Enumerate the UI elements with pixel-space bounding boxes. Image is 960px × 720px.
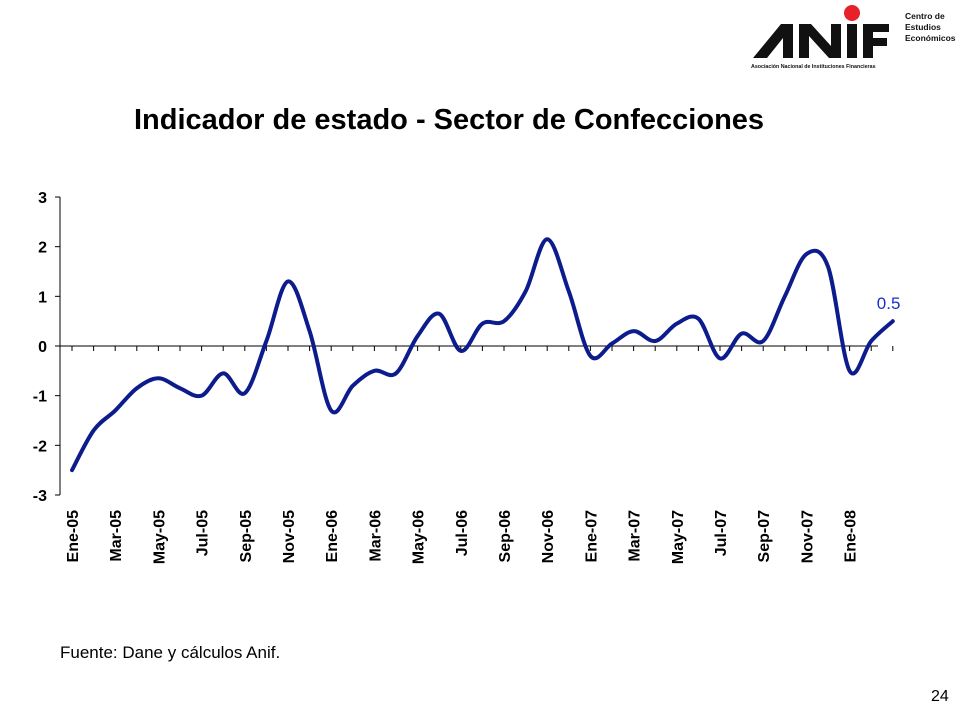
x-tick-label: Ene-07	[583, 510, 600, 563]
x-tick-label: Ene-08	[843, 510, 860, 563]
x-tick-labels: Ene-05 Mar-05 May-05 Jul-05 Sep-05 Nov-05 Ene-…	[65, 510, 860, 564]
y-tick-label: -2	[33, 438, 47, 455]
y-tick-label: 3	[38, 190, 47, 207]
series-line-0	[70, 237, 895, 473]
x-tick-label: Sep-06	[497, 510, 514, 563]
x-tick-label: Nov-05	[281, 510, 298, 563]
y-tick-labels: 3 2 1 0 -1 -2 -3	[33, 190, 47, 505]
last-value-label: 0.5	[877, 294, 901, 313]
x-tick-label: Jul-05	[195, 510, 212, 556]
label-layer: 0.5	[877, 294, 901, 313]
x-tick-label: Jul-06	[454, 510, 471, 556]
x-tick-label: Sep-05	[238, 510, 255, 563]
x-tick-label: Ene-06	[324, 510, 341, 563]
x-tick-label: May-06	[411, 510, 428, 564]
logo-unit-line-1: Centro de	[905, 11, 945, 21]
x-tick-label: May-07	[670, 510, 687, 564]
y-tick-label: 2	[38, 240, 47, 257]
y-tick-label: -3	[33, 488, 47, 505]
x-tick-label: May-05	[151, 510, 168, 564]
anif-logo-graphic: Asociación Nacional de Instituciones Fin…	[751, 5, 956, 70]
x-tick-label: Mar-05	[108, 510, 125, 562]
chart-axes	[55, 196, 894, 496]
chart-title: Indicador de estado - Sector de Confecci…	[133, 104, 765, 136]
logo-tagline: Asociación Nacional de Instituciones Fin…	[751, 64, 876, 70]
logo-red-dot	[844, 5, 860, 21]
anif-logo: Asociación Nacional de Instituciones Fin…	[745, 2, 960, 74]
x-tick-label: Nov-06	[540, 510, 557, 563]
logo-unit-line-3: Económicos	[905, 33, 956, 43]
page-number: 24	[931, 688, 949, 705]
y-tick-label: 0	[38, 339, 47, 356]
source-note: Fuente: Dane y cálculos Anif.	[60, 643, 281, 662]
y-tick-label: -1	[33, 389, 47, 406]
logo-unit-line-2: Estudios	[905, 22, 941, 32]
x-tick-label: Jul-07	[713, 510, 730, 556]
x-tick-label: Mar-06	[367, 510, 384, 562]
x-tick-label: Ene-05	[65, 510, 82, 563]
x-tick-label: Sep-07	[756, 510, 773, 563]
x-tick-label: Mar-07	[627, 510, 644, 562]
y-tick-label: 1	[38, 289, 47, 306]
series-layer	[70, 237, 895, 473]
x-tick-label: Nov-07	[799, 510, 816, 563]
